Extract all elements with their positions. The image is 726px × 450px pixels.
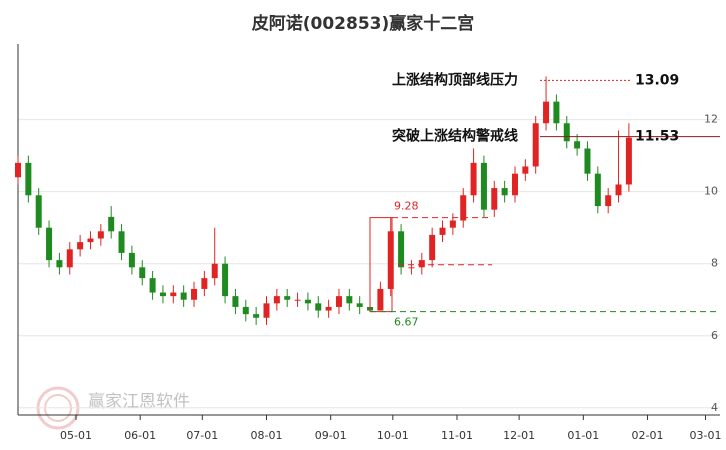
candle-body (253, 314, 260, 318)
candle-body (480, 162, 487, 210)
candle-body (108, 216, 115, 232)
candle-body (387, 231, 394, 289)
watermark: 赢家江恩软件 (88, 392, 190, 412)
x-tick-label: 01-01 (567, 429, 599, 442)
candle-body (625, 137, 632, 185)
candle-body (449, 220, 456, 228)
x-tick-label: 02-01 (632, 429, 664, 442)
annotation-value: 13.09 (635, 72, 679, 88)
candle-body (335, 296, 342, 307)
x-tick-label: 05-01 (60, 429, 92, 442)
y-tick-label: 4 (711, 401, 718, 414)
candle-body (377, 288, 384, 311)
candle-body (522, 166, 529, 174)
candle-body (118, 231, 125, 253)
candle-body (77, 242, 84, 250)
candle-body (511, 173, 518, 196)
x-tick-label: 08-01 (251, 429, 283, 442)
candle-body (15, 162, 21, 178)
candle-body (615, 184, 622, 196)
candle-body (273, 296, 280, 304)
candle-body (149, 278, 156, 293)
candle-body (242, 306, 249, 315)
candle-body (574, 141, 581, 149)
candle-body (232, 296, 239, 307)
candle-body (128, 252, 135, 268)
candle-body (159, 292, 166, 297)
candle-body (594, 173, 601, 207)
x-tick-label: 03-01 (690, 429, 722, 442)
x-tick-label: 07-01 (186, 429, 218, 442)
candle-body (356, 303, 363, 307)
x-tick-label: 10-01 (377, 429, 409, 442)
candle-body (584, 148, 591, 174)
annotation-value: 11.53 (635, 129, 679, 145)
candle-body (180, 292, 187, 300)
candle-body (398, 231, 405, 268)
candle-body (470, 162, 477, 196)
candle-body (201, 278, 208, 289)
candle-body (325, 306, 332, 311)
candle-body (139, 267, 146, 279)
x-tick-label: 11-01 (441, 429, 473, 442)
candle-body (191, 288, 198, 300)
candle-body (25, 162, 32, 196)
annotation-label: 上涨结构顶部线压力 (392, 71, 518, 88)
candle-body (87, 238, 94, 243)
x-tick-label: 12-01 (503, 429, 535, 442)
candle-body (418, 260, 425, 268)
candle-body (460, 195, 467, 221)
x-tick-label: 09-01 (315, 429, 347, 442)
candle-body (491, 188, 498, 210)
candle-body (315, 303, 322, 311)
candle-body (170, 292, 177, 297)
candle-body (294, 299, 301, 301)
candle-body (439, 227, 446, 235)
annotation-label: 突破上涨结构警戒线 (392, 128, 518, 145)
candle-body (553, 101, 560, 124)
candle-body (35, 195, 42, 228)
y-tick-label: 8 (711, 257, 718, 270)
candle-body (56, 260, 63, 268)
candle-body (97, 231, 104, 239)
x-tick-label: 06-01 (124, 429, 156, 442)
box-low-label: 6.67 (394, 316, 419, 329)
y-tick-label: 12 (704, 113, 718, 126)
y-tick-label: 10 (704, 185, 718, 198)
chart-title: 皮阿诺(002853)赢家十二宫 (252, 13, 475, 34)
candle-body (346, 296, 353, 304)
candle-body (501, 188, 508, 196)
candle-body (532, 123, 539, 167)
candle-body (211, 263, 218, 279)
candle-body (222, 263, 229, 297)
candle-body (66, 249, 73, 268)
candle-body (605, 195, 612, 207)
candle-body (543, 101, 550, 124)
candle-body (46, 227, 53, 261)
candle-body (304, 299, 311, 304)
candle-body (263, 303, 270, 318)
candle-body (563, 123, 570, 142)
candle-body (408, 267, 415, 269)
candle-body (284, 296, 291, 300)
y-tick-label: 6 (711, 329, 718, 342)
candle-body (429, 234, 436, 261)
box-high-label: 9.28 (394, 200, 419, 213)
